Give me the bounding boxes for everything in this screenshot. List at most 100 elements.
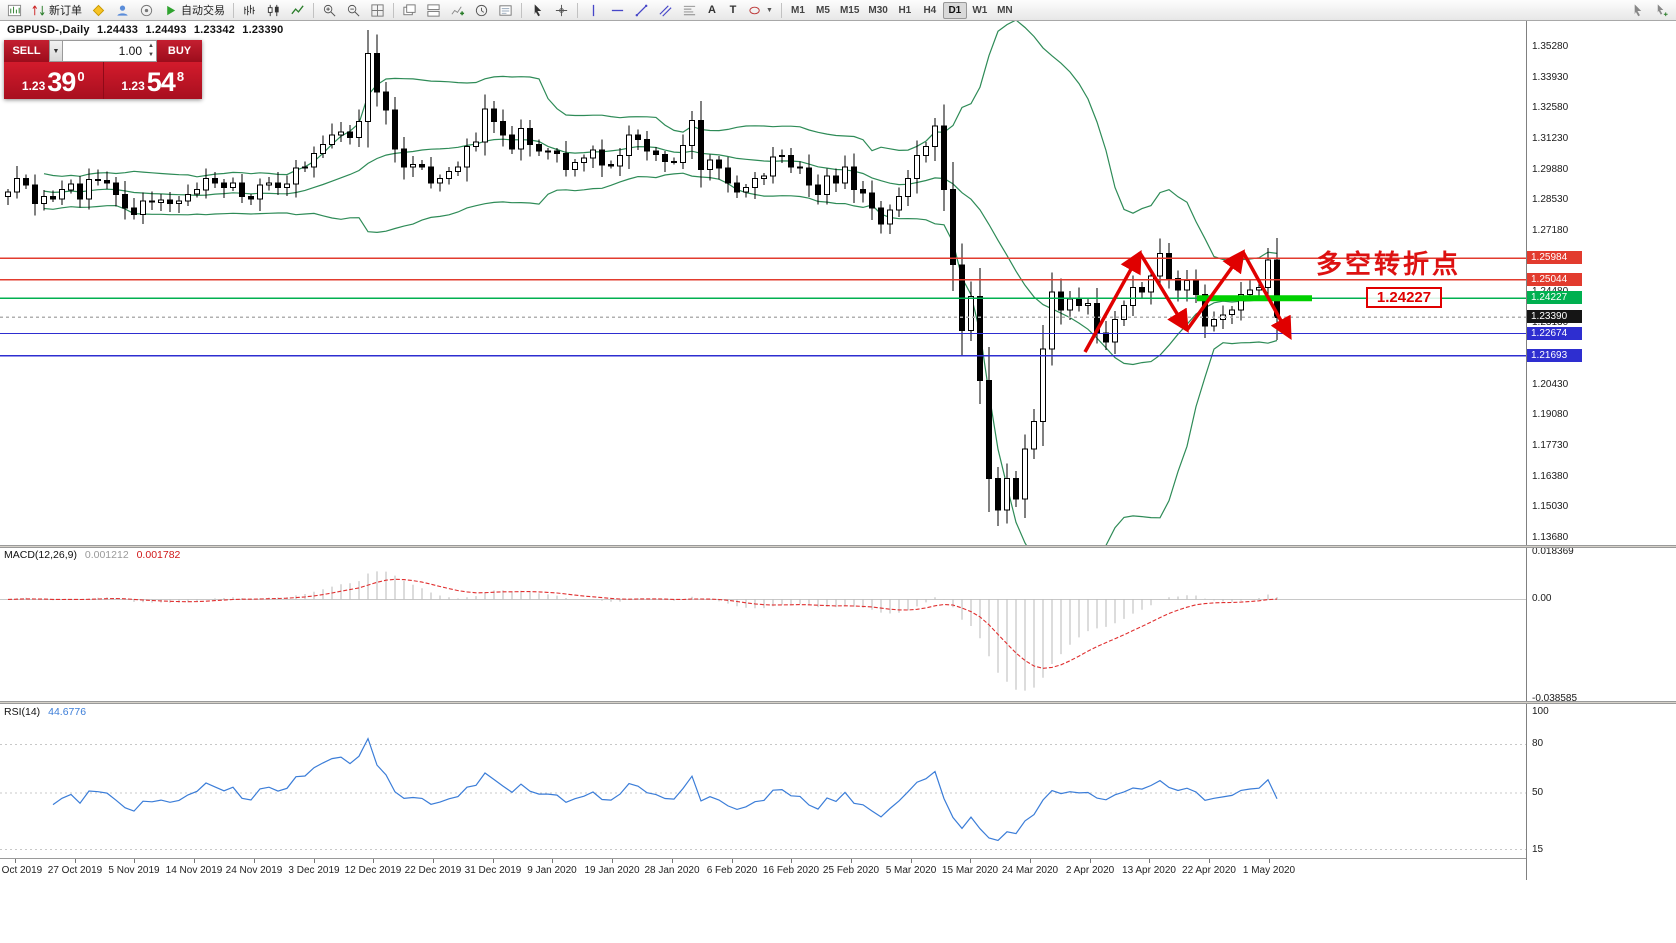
date-tick — [134, 859, 135, 863]
chart-close: 1.23390 — [242, 24, 284, 36]
pointer-button-1[interactable] — [1626, 1, 1649, 19]
rsi-canvas[interactable] — [0, 704, 1526, 858]
zoom-out-button[interactable] — [342, 1, 365, 19]
profile-button[interactable] — [111, 1, 134, 19]
cascade-windows-button[interactable] — [398, 1, 421, 19]
price-tick-label: 1.16380 — [1532, 471, 1569, 482]
sell-price-display[interactable]: 1.23 39 0 — [4, 62, 103, 99]
order-type-dropdown[interactable]: ▼ — [49, 40, 63, 62]
date-label: 13 Apr 2020 — [1122, 865, 1176, 876]
turning-point-annotation[interactable]: 多空转折点 — [1316, 249, 1462, 279]
service-icon — [140, 4, 153, 16]
stepper-up-icon[interactable]: ▲ — [148, 43, 154, 49]
stepper-down-icon[interactable]: ▼ — [148, 52, 154, 58]
panel-splitter[interactable] — [0, 701, 1676, 704]
date-label: 31 Dec 2019 — [464, 865, 522, 876]
timeframe-d1-button[interactable]: D1 — [942, 1, 967, 19]
bar-chart-button[interactable] — [238, 1, 261, 19]
cursor-tool-button[interactable] — [526, 1, 549, 19]
pointer-button-2[interactable] — [1650, 1, 1673, 19]
date-label: 24 Mar 2020 — [1001, 865, 1059, 876]
chart-properties-button[interactable] — [494, 1, 517, 19]
main-chart-canvas[interactable] — [0, 19, 1526, 564]
autotrading-button[interactable]: 自动交易 — [159, 1, 229, 19]
shapes-tool-button[interactable]: ▼ — [744, 1, 777, 19]
price-tag: 1.21693 — [1527, 349, 1582, 362]
price-tick-label: 1.15030 — [1532, 501, 1569, 512]
channel-tool-button[interactable] — [654, 1, 677, 19]
chevron-down-icon: ▼ — [766, 6, 773, 14]
lot-stepper[interactable]: ▲ ▼ — [148, 42, 154, 60]
date-label: 19 Jan 2020 — [584, 865, 640, 876]
panel-splitter[interactable] — [0, 545, 1676, 548]
buy-price-sup: 8 — [176, 69, 185, 84]
crosshair-tool-button[interactable] — [550, 1, 573, 19]
mql5-icon — [92, 4, 105, 16]
price-chart[interactable] — [0, 19, 1526, 564]
date-label: 3 Dec 2019 — [288, 865, 340, 876]
indicators-button[interactable] — [446, 1, 469, 19]
new-chart-button[interactable] — [3, 1, 26, 19]
timeframe-m15-button[interactable]: M15 — [836, 2, 863, 19]
date-label: 16 Feb 2020 — [762, 865, 820, 876]
chart-open: 1.24433 — [96, 24, 139, 36]
buy-price-prefix: 1.23 — [121, 79, 145, 93]
label-tool-button[interactable]: T — [723, 1, 743, 19]
cursor-icon — [534, 3, 542, 16]
price-level-box[interactable]: 1.24227 — [1366, 287, 1442, 308]
macd-main-value: 0.001212 — [84, 549, 129, 561]
sell-price-big: 39 — [47, 67, 76, 97]
candlestick-chart-button[interactable] — [262, 1, 285, 19]
new-order-button[interactable]: 新订单 — [27, 1, 86, 19]
date-label: 25 Feb 2020 — [822, 865, 880, 876]
price-tick-label: 1.28530 — [1532, 194, 1569, 205]
date-axis[interactable]: 17 Oct 2019 27 Oct 2019 5 Nov 2019 14 Nov 2… — [0, 858, 1526, 881]
date-tick — [970, 859, 971, 863]
price-tick-label: 1.31230 — [1532, 133, 1569, 144]
rsi-panel[interactable] — [0, 704, 1526, 858]
tile-windows-button[interactable] — [366, 1, 389, 19]
trendline-tool-button[interactable] — [630, 1, 653, 19]
buy-price-big: 54 — [146, 67, 176, 97]
date-tick — [493, 859, 494, 863]
timeframe-m5-button[interactable]: M5 — [811, 2, 835, 19]
price-tick-label: 1.27180 — [1532, 225, 1569, 236]
arrange-windows-button[interactable] — [422, 1, 445, 19]
service-button[interactable] — [135, 1, 158, 19]
sell-button[interactable]: SELL — [4, 40, 49, 62]
timeframe-m1-button[interactable]: M1 — [786, 2, 810, 19]
timeframe-m30-button[interactable]: M30 — [864, 2, 891, 19]
horizontal-line-tool-button[interactable] — [606, 1, 629, 19]
timeframe-h4-button[interactable]: H4 — [918, 2, 942, 19]
period-button[interactable] — [470, 1, 493, 19]
text-tool-button[interactable]: A — [702, 1, 722, 19]
buy-price-display[interactable]: 1.23 54 8 — [103, 62, 202, 99]
pointer-icon — [1634, 3, 1642, 16]
sell-price-prefix: 1.23 — [21, 79, 46, 93]
macd-canvas[interactable] — [0, 548, 1526, 701]
toolbar-separator — [521, 2, 522, 18]
zoom-in-button[interactable] — [318, 1, 341, 19]
timeframe-w1-button[interactable]: W1 — [968, 2, 992, 19]
toolbar-separator — [780, 2, 782, 18]
date-label: 17 Oct 2019 — [0, 865, 43, 876]
date-tick — [612, 859, 613, 863]
price-axis[interactable]: 1.35280 1.33930 1.32580 1.31230 1.29880 1.285… — [1526, 21, 1675, 880]
date-label: 24 Nov 2019 — [225, 865, 283, 876]
mql5-button[interactable] — [87, 1, 110, 19]
macd-axis-label: 0.018369 — [1532, 546, 1574, 557]
vertical-line-tool-button[interactable] — [582, 1, 605, 19]
clock-icon — [475, 4, 488, 16]
rsi-axis-label: 80 — [1532, 738, 1544, 749]
text-tool-icon: A — [708, 4, 716, 16]
timeframe-mn-button[interactable]: MN — [993, 2, 1017, 19]
lot-size-input[interactable]: 1.00 ▲ ▼ — [63, 40, 157, 62]
date-tick — [314, 859, 315, 863]
candlestick-icon — [267, 4, 279, 16]
fibonacci-tool-button[interactable] — [678, 1, 701, 19]
line-chart-button[interactable] — [286, 1, 309, 19]
macd-panel[interactable] — [0, 548, 1526, 701]
timeframe-h1-button[interactable]: H1 — [893, 2, 917, 19]
buy-button[interactable]: BUY — [157, 40, 202, 62]
date-label: 14 Nov 2019 — [165, 865, 223, 876]
